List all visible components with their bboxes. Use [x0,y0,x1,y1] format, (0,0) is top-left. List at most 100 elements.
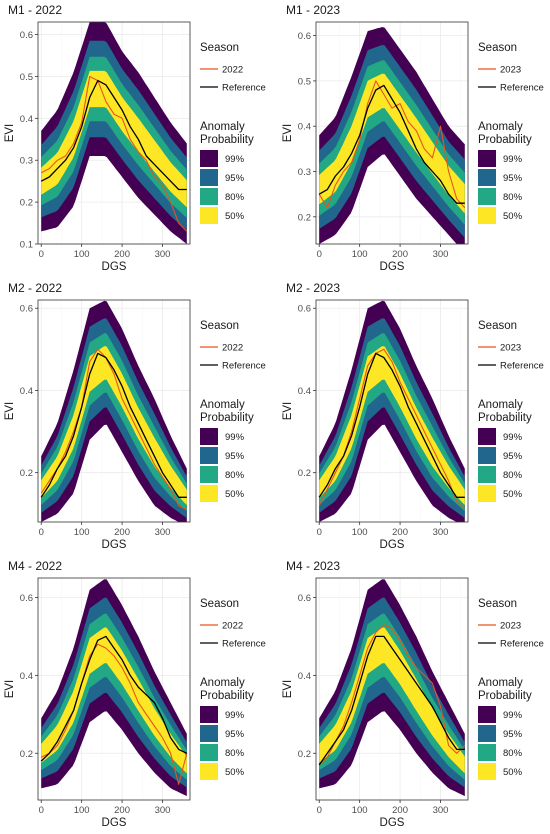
band-80 [319,60,465,225]
legend-band-label: 99% [225,432,245,443]
x-tick-label: 100 [352,527,368,538]
legend-label: Reference [222,83,266,94]
chart-title: M4 - 2022 [8,559,62,573]
x-tick-label: 100 [74,805,90,816]
y-tick-label: 0.4 [298,122,311,133]
legend-swatch-50 [200,485,218,502]
legend-label: 2023 [500,343,521,354]
y-axis-label: EVI [282,124,294,143]
legend-swatch-80 [200,466,218,483]
series-line-season [318,80,466,209]
legend-label: 2022 [222,343,243,354]
legend-label: Reference [500,361,544,372]
legend-swatch-99 [200,428,218,445]
legend-swatch-99 [200,706,218,723]
legend-band-label: 80% [225,470,245,481]
legend-swatch-50 [200,763,218,780]
legend-anomaly-title: Probability [200,412,254,424]
legend-band-label: 50% [503,489,523,500]
legend-swatch-95 [478,169,496,186]
plot-content [40,22,188,244]
x-tick-label: 0 [39,805,44,816]
legend-band-label: 50% [503,767,523,778]
legend-band-label: 99% [225,154,245,165]
legend-swatch-99 [200,150,218,167]
legend-label: Reference [222,639,266,650]
legend-label: Reference [500,639,544,650]
x-axis-label: DGS [380,261,405,273]
series-line-reference [318,84,465,204]
y-axis-label: EVI [282,402,294,421]
plot-border [315,21,469,245]
band-50 [319,73,465,214]
y-tick-label: 0.4 [298,671,311,682]
y-tick-label: 0.2 [298,212,311,223]
legend-band-label: 99% [503,154,523,165]
legend-swatch-50 [478,485,496,502]
legend-band-label: 95% [503,173,523,184]
y-tick-label: 0.6 [20,30,33,41]
legend-season-title: Season [478,42,517,54]
band-95 [319,44,465,238]
y-tick-label: 0.4 [20,114,33,125]
band-50 [319,346,465,506]
x-axis-label: DGS [102,261,127,273]
legend-label: 2023 [500,65,521,76]
legend-label: Reference [500,83,544,94]
legend-band-label: 80% [225,192,245,203]
legend-band-label: 80% [503,470,523,481]
legend-band-label: 99% [503,710,523,721]
plot-border [315,299,469,523]
legend-band-label: 95% [503,729,523,740]
band-95 [41,40,187,230]
band-80 [319,333,465,512]
series-line-season [40,75,188,232]
chart-title: M4 - 2023 [286,559,340,573]
y-tick-label: 0.3 [298,167,311,178]
y-tick-label: 0.2 [20,198,33,209]
x-tick-label: 200 [114,249,130,260]
series-line-reference [40,79,187,191]
legend-band-label: 50% [225,489,245,500]
legend-swatch-95 [200,169,218,186]
legend-season-title: Season [200,42,239,54]
legend-swatch-95 [478,725,496,742]
band-50 [41,346,187,506]
x-tick-label: 0 [39,249,44,260]
x-tick-label: 100 [352,805,368,816]
x-tick-label: 0 [39,527,44,538]
x-tick-label: 300 [433,249,449,260]
legend-anomaly-title: Anomaly [478,677,523,689]
y-tick-label: 0.2 [20,468,33,479]
legend-label: Reference [222,361,266,372]
legend-anomaly-title: Anomaly [200,399,245,411]
legend-anomaly-title: Anomaly [200,677,245,689]
band-80 [41,333,187,512]
y-tick-label: 0.2 [298,468,311,479]
series-line-season [40,348,188,511]
legend-swatch-50 [478,763,496,780]
chart-panel-6: M4 - 2023 0.2 0.4 0.6 0 100 200 300 DGS EVI Season… [282,559,544,829]
legend-band-label: 99% [225,710,245,721]
legend-swatch-50 [200,207,218,224]
x-tick-label: 200 [392,805,408,816]
x-tick-label: 0 [317,249,322,260]
x-tick-label: 200 [392,249,408,260]
chart-title: M1 - 2022 [8,3,62,17]
legend-band-label: 80% [225,748,245,759]
legend-swatch-80 [478,466,496,483]
series-line-season [318,624,466,766]
plot-content [40,579,188,797]
y-tick-label: 0.2 [298,749,311,760]
y-tick-label: 0.6 [20,304,33,315]
band-50 [319,627,465,774]
legend-anomaly-title: Probability [478,412,532,424]
legend-anomaly-title: Anomaly [478,121,523,133]
chart-panel-3: M2 - 2022 0.2 0.4 0.6 0 100 200 300 DGS EVI Season… [4,281,266,551]
x-tick-label: 200 [114,527,130,538]
legend-label: 2023 [500,621,521,632]
